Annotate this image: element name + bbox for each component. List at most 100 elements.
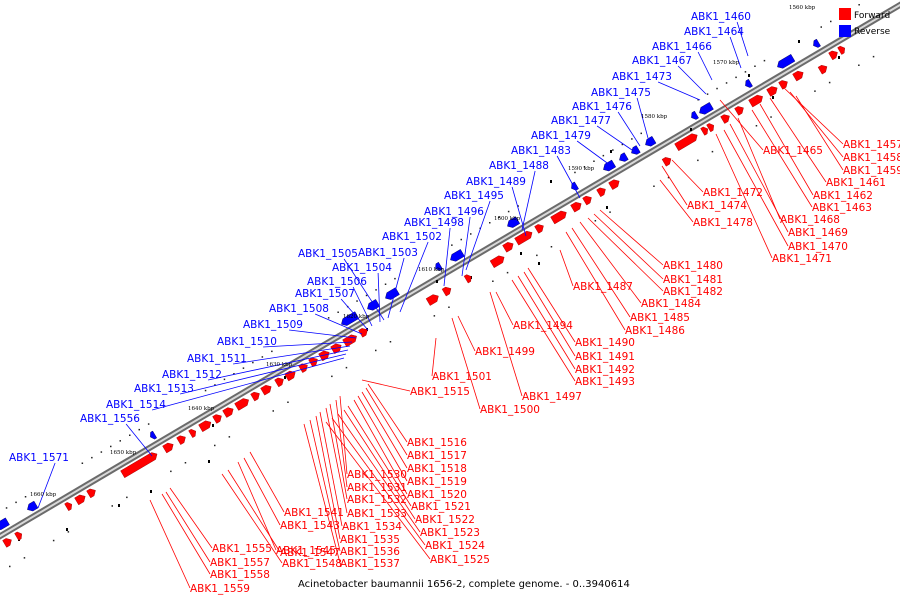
reverse-gene-label: ABK1_1506 — [307, 276, 367, 288]
tick-dot — [345, 366, 348, 369]
tick-dot — [15, 501, 17, 504]
reverse-gene-leader — [697, 51, 713, 81]
forward-gene — [534, 224, 544, 234]
reverse-gene-leader — [263, 341, 353, 348]
tick-dot — [375, 289, 377, 291]
forward-gene-leader — [357, 395, 408, 482]
tick-dot — [593, 160, 595, 162]
forward-gene-leader — [599, 209, 664, 266]
reverse-gene — [150, 430, 158, 440]
reverse-gene — [745, 78, 753, 88]
forward-gene-label: ABK1_1492 — [575, 364, 635, 376]
forward-gene-label: ABK1_1536 — [340, 546, 400, 558]
reverse-gene-leader — [377, 272, 381, 323]
forward-gene — [837, 45, 845, 55]
forward-gene-label: ABK1_1465 — [763, 145, 823, 157]
tick-dot — [331, 375, 333, 378]
kbp-label: 1660 kbp — [30, 492, 57, 498]
forward-gene-label: ABK1_1469 — [788, 227, 848, 239]
forward-gene-leader — [565, 231, 626, 331]
kbp-label: 1570 kbp — [713, 60, 740, 66]
forward-gene-label: ABK1_1541 — [284, 507, 344, 519]
forward-gene — [734, 106, 744, 116]
tick-dot — [433, 315, 436, 317]
forward-gene-leader — [347, 405, 412, 507]
forward-gene-label: ABK1_1525 — [430, 554, 490, 566]
forward-gene-leader — [719, 99, 764, 151]
forward-gene — [274, 377, 284, 388]
reverse-gene-leader — [289, 329, 357, 339]
tick-dot — [448, 306, 450, 308]
marker — [550, 180, 552, 183]
tick-dot — [631, 138, 633, 140]
marker — [208, 460, 210, 463]
forward-gene-label: ABK1_1543 — [280, 520, 340, 532]
forward-gene-leader — [367, 383, 408, 443]
forward-gene-leader — [671, 159, 704, 193]
reverse-gene-leader — [657, 81, 701, 101]
forward-gene — [828, 50, 838, 61]
reverse-gene — [777, 54, 796, 69]
forward-gene-leader — [361, 379, 411, 392]
forward-gene-label: ABK1_1461 — [826, 177, 886, 189]
tick-dot — [5, 507, 8, 509]
forward-gene-leader — [325, 421, 431, 560]
forward-gene-label: ABK1_1485 — [630, 312, 690, 324]
forward-gene-leader — [593, 213, 664, 280]
tick-dot — [242, 367, 245, 369]
tick-dot — [327, 317, 330, 319]
reverse-gene-label: ABK1_1511 — [187, 353, 247, 365]
forward-gene-label: ABK1_1533 — [347, 508, 407, 520]
reverse-gene-leader — [37, 462, 56, 509]
tick-dot — [858, 4, 860, 6]
forward-gene-label: ABK1_1472 — [703, 187, 763, 199]
forward-gene-label: ABK1_1555 — [212, 543, 272, 555]
forward-gene-leader — [517, 275, 576, 370]
forward-gene — [463, 274, 472, 284]
forward-gene-label: ABK1_1545 — [276, 545, 336, 557]
tick-dot — [830, 20, 832, 23]
reverse-gene-label: ABK1_1466 — [652, 41, 712, 53]
reverse-gene-label: ABK1_1508 — [269, 303, 329, 315]
forward-gene-label: ABK1_1515 — [410, 386, 470, 398]
reverse-gene — [645, 135, 657, 147]
forward-gene-leader — [315, 415, 341, 540]
forward-gene — [748, 94, 763, 108]
tick-dot — [470, 233, 472, 235]
forward-gene — [792, 70, 804, 82]
tick-dot — [389, 341, 392, 343]
reverse-gene-label: ABK1_1473 — [612, 71, 672, 83]
reverse-gene-label: ABK1_1509 — [243, 319, 303, 331]
reverse-gene-label: ABK1_1504 — [332, 262, 392, 274]
tick-dot — [770, 116, 772, 118]
forward-gene — [120, 452, 158, 479]
tick-dot — [110, 445, 112, 448]
reverse-gene — [0, 517, 10, 531]
reverse-gene-label: ABK1_1488 — [489, 160, 549, 172]
tick-dot — [602, 154, 605, 157]
marker — [838, 56, 840, 59]
forward-gene-leader — [715, 133, 773, 259]
forward-gene-leader — [331, 417, 426, 546]
reverse-gene-label: ABK1_1495 — [444, 190, 504, 202]
forward-gene — [502, 242, 514, 253]
forward-gene-leader — [165, 491, 211, 563]
forward-gene-label: ABK1_1497 — [522, 391, 582, 403]
tick-dot — [872, 55, 875, 58]
forward-gene-leader — [579, 221, 642, 304]
tick-dot — [214, 384, 216, 386]
tick-dot — [507, 210, 510, 213]
reverse-gene — [619, 152, 629, 162]
tick-dot — [744, 71, 747, 73]
forward-gene-label: ABK1_1463 — [812, 202, 872, 214]
tick-dot — [170, 470, 172, 473]
forward-gene-label: ABK1_1457 — [843, 139, 900, 151]
tick-dot — [24, 496, 27, 498]
tick-dot — [119, 440, 121, 442]
tick-dot — [356, 300, 358, 302]
forward-gene — [14, 531, 22, 541]
kbp-label: 1610 kbp — [418, 267, 445, 273]
forward-gene — [700, 126, 708, 136]
tick-dot — [489, 222, 491, 224]
forward-gene — [706, 123, 714, 133]
